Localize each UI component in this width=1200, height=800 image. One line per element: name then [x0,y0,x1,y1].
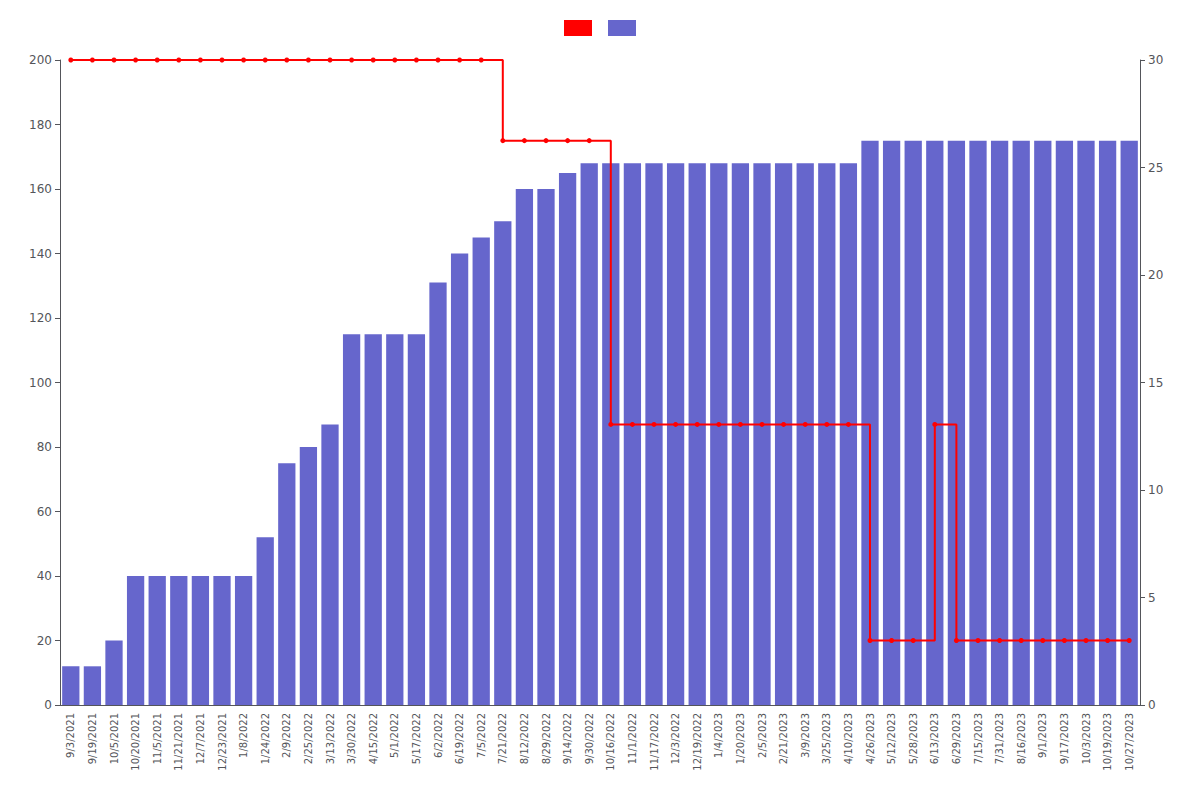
svg-text:30: 30 [1148,53,1163,67]
svg-text:20: 20 [1148,268,1163,282]
svg-text:8/12/2022: 8/12/2022 [519,713,530,764]
svg-text:7/21/2022: 7/21/2022 [497,713,508,764]
svg-text:7/31/2023: 7/31/2023 [994,713,1005,764]
svg-text:12/19/2022: 12/19/2022 [692,713,703,771]
svg-text:6/2/2022: 6/2/2022 [433,713,444,758]
svg-text:3/30/2022: 3/30/2022 [346,713,357,764]
svg-text:120: 120 [29,311,52,325]
svg-text:5/28/2023: 5/28/2023 [908,713,919,764]
svg-text:3/25/2023: 3/25/2023 [821,713,832,764]
svg-text:160: 160 [29,182,52,196]
svg-text:180: 180 [29,118,52,132]
svg-text:10/19/2023: 10/19/2023 [1102,713,1113,771]
svg-text:11/1/2022: 11/1/2022 [627,713,638,764]
svg-text:140: 140 [29,247,52,261]
svg-text:1/20/2023: 1/20/2023 [735,713,746,764]
svg-text:12/3/2022: 12/3/2022 [670,713,681,764]
svg-text:60: 60 [37,505,52,519]
svg-text:7/15/2023: 7/15/2023 [973,713,984,764]
svg-text:2/21/2023: 2/21/2023 [778,713,789,764]
svg-text:1/24/2022: 1/24/2022 [260,713,271,764]
svg-text:10/20/2021: 10/20/2021 [130,713,141,771]
svg-text:6/29/2023: 6/29/2023 [951,713,962,764]
svg-text:5/12/2023: 5/12/2023 [886,713,897,764]
svg-text:11/17/2022: 11/17/2022 [649,713,660,771]
svg-text:9/14/2022: 9/14/2022 [562,713,573,764]
svg-text:1/4/2023: 1/4/2023 [713,713,724,758]
svg-text:3/13/2022: 3/13/2022 [325,713,336,764]
svg-text:2/25/2022: 2/25/2022 [303,713,314,764]
svg-text:6/13/2023: 6/13/2023 [929,713,940,764]
svg-text:4/10/2023: 4/10/2023 [843,713,854,764]
svg-text:12/7/2021: 12/7/2021 [195,713,206,764]
svg-text:2/9/2022: 2/9/2022 [281,713,292,758]
svg-text:5: 5 [1148,591,1156,605]
svg-text:8/16/2023: 8/16/2023 [1016,713,1027,764]
svg-text:20: 20 [37,634,52,648]
svg-text:80: 80 [37,440,52,454]
svg-text:10/27/2023: 10/27/2023 [1124,713,1135,771]
svg-text:9/19/2021: 9/19/2021 [87,713,98,764]
svg-text:9/30/2022: 9/30/2022 [584,713,595,764]
svg-text:40: 40 [37,569,52,583]
svg-text:15: 15 [1148,376,1163,390]
svg-text:4/15/2022: 4/15/2022 [368,713,379,764]
svg-text:2/5/2023: 2/5/2023 [757,713,768,758]
svg-text:4/26/2023: 4/26/2023 [865,713,876,764]
svg-text:0: 0 [1148,698,1156,712]
svg-text:0: 0 [44,698,52,712]
svg-text:10: 10 [1148,483,1163,497]
svg-text:9/1/2023: 9/1/2023 [1037,713,1048,758]
svg-text:3/9/2023: 3/9/2023 [800,713,811,758]
svg-text:11/21/2021: 11/21/2021 [173,713,184,771]
svg-text:200: 200 [29,53,52,67]
svg-text:8/29/2022: 8/29/2022 [541,713,552,764]
svg-text:6/19/2022: 6/19/2022 [454,713,465,764]
svg-text:10/5/2021: 10/5/2021 [109,713,120,764]
svg-text:11/5/2021: 11/5/2021 [152,713,163,764]
svg-text:9/3/2021: 9/3/2021 [65,713,76,758]
svg-text:7/5/2022: 7/5/2022 [476,713,487,758]
svg-text:100: 100 [29,376,52,390]
svg-text:1/8/2022: 1/8/2022 [238,713,249,758]
svg-text:10/16/2022: 10/16/2022 [605,713,616,771]
svg-text:10/3/2023: 10/3/2023 [1081,713,1092,764]
svg-text:5/1/2022: 5/1/2022 [389,713,400,758]
svg-text:5/17/2022: 5/17/2022 [411,713,422,764]
svg-text:9/17/2023: 9/17/2023 [1059,713,1070,764]
svg-text:25: 25 [1148,161,1163,175]
svg-text:12/23/2021: 12/23/2021 [217,713,228,771]
